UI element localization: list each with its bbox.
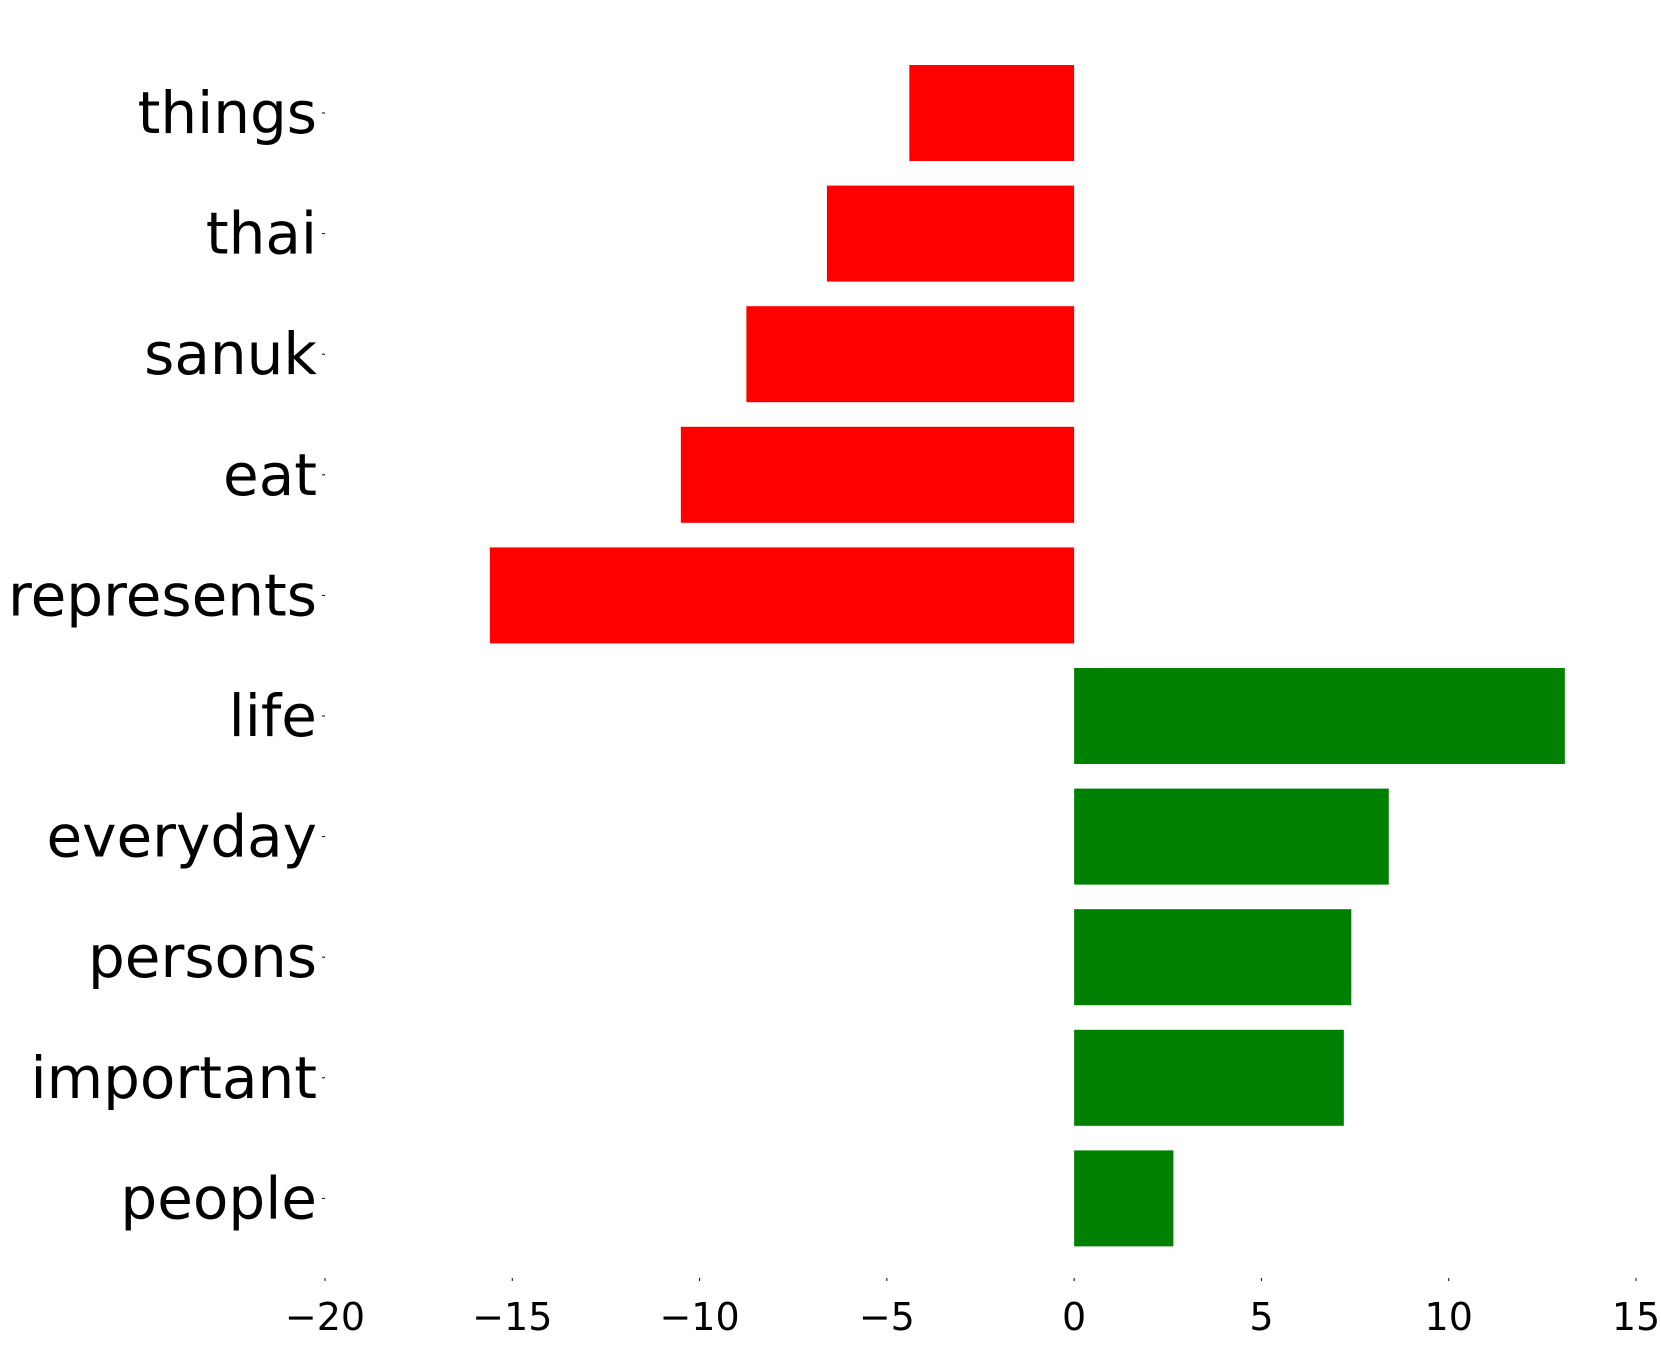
category-label-things: things xyxy=(138,79,317,147)
category-label-important: important xyxy=(30,1044,317,1112)
category-label-everyday: everyday xyxy=(46,803,317,871)
x-tick-label: −5 xyxy=(859,1295,915,1339)
x-axis-ticks: −20 −15 −10 −5 0 5 10 15 xyxy=(285,1278,1660,1339)
x-tick-label: 0 xyxy=(1062,1295,1086,1339)
category-label-life: life xyxy=(229,682,317,750)
category-label-eat: eat xyxy=(223,441,317,509)
x-tick-label: 5 xyxy=(1249,1295,1273,1339)
x-tick-label: −15 xyxy=(472,1295,552,1339)
bar-everyday xyxy=(1074,788,1389,885)
bar-people xyxy=(1074,1150,1174,1247)
category-label-represents: represents xyxy=(8,561,317,629)
x-tick-label: −10 xyxy=(659,1295,739,1339)
bar-persons xyxy=(1074,909,1352,1006)
x-tick-label: 10 xyxy=(1425,1295,1473,1339)
bar-important xyxy=(1074,1029,1344,1126)
bar-eat xyxy=(680,426,1075,523)
category-label-persons: persons xyxy=(88,923,317,991)
x-tick-label: 15 xyxy=(1612,1295,1660,1339)
x-tick-label: −20 xyxy=(285,1295,365,1339)
bar-sanuk xyxy=(746,306,1075,403)
bars-group xyxy=(489,65,1565,1247)
bar-thai xyxy=(826,185,1075,282)
category-label-sanuk: sanuk xyxy=(144,320,317,388)
category-label-people: people xyxy=(120,1164,317,1232)
bar-things xyxy=(909,65,1075,161)
bar-represents xyxy=(489,547,1075,644)
category-label-thai: thai xyxy=(206,200,317,268)
bar-life xyxy=(1074,668,1565,764)
category-labels: things thai sanuk eat represents life everyday… xyxy=(8,79,325,1232)
